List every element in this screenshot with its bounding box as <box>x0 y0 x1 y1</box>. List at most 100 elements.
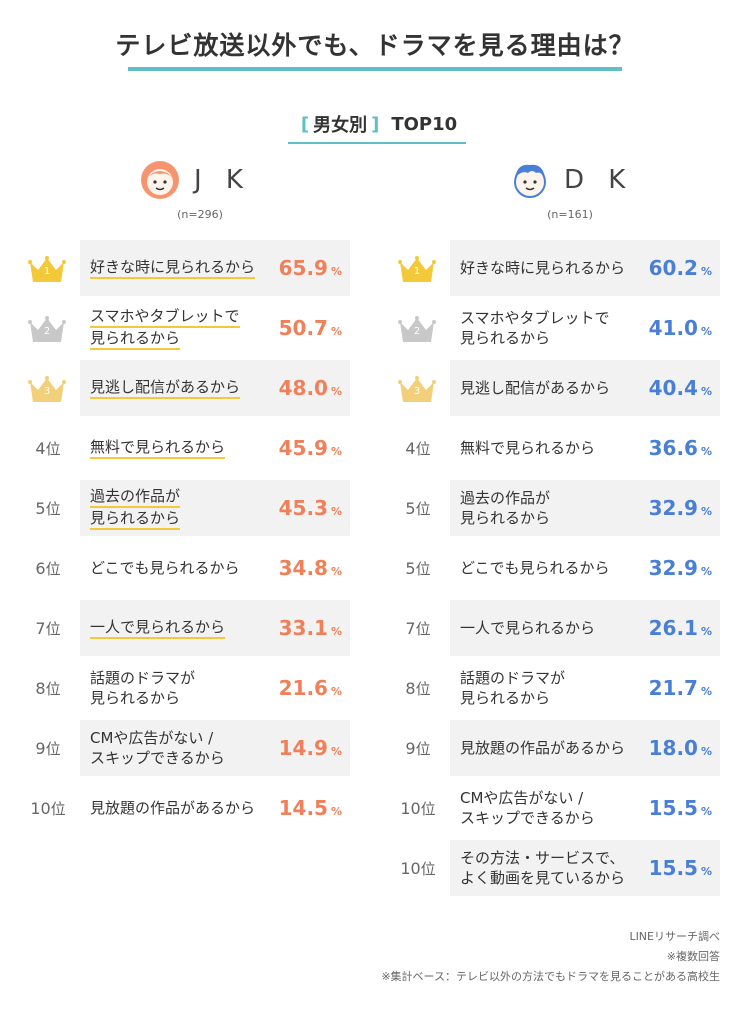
percentage: 45.9% <box>279 420 342 476</box>
jk-header: J K <box>140 160 251 200</box>
ranking-row: 10 位その方法・サービスで、 よく動画を見ているから 15.5% <box>0 840 750 896</box>
reason-label: どこでも見られるから <box>90 540 240 596</box>
reason-card: 無料で見られるから 36.6% <box>450 420 720 476</box>
rank-label: 10 位 <box>398 780 438 836</box>
percent-sign: % <box>700 444 712 458</box>
rank-number: 5 <box>405 558 416 578</box>
ranking-row: 9 位見放題の作品があるから 18.0% <box>0 720 750 776</box>
ranking-row: 7 位 一人で見られるから 26.1% <box>0 600 750 656</box>
ranking-row: 5 位どこでも見られるから 32.9% <box>0 540 750 596</box>
ranking-row: 2 スマホやタブレットで 見られるから 50.7% <box>0 300 750 356</box>
rank-suffix: 位 <box>415 559 431 578</box>
title-underline <box>128 67 622 71</box>
percentage: 34.8% <box>279 540 342 596</box>
rank-number: 8 <box>35 678 46 698</box>
reason-text-line: 無料で見られるから <box>90 437 226 459</box>
rank-number: 5 <box>405 498 416 518</box>
reason-label: 過去の作品が 見られるから <box>460 480 550 536</box>
rank-suffix: 位 <box>45 499 61 518</box>
percentage-value: 32.9 <box>648 556 698 580</box>
reason-card: 無料で見られるから 45.9% <box>80 420 350 476</box>
percentage-value: 50.7 <box>278 316 328 340</box>
reason-text-line: 見逃し配信があるから <box>460 379 611 397</box>
reason-text-line: スマホやタブレットで <box>90 306 240 328</box>
rank-suffix: 位 <box>415 739 431 758</box>
percent-sign: % <box>700 504 712 518</box>
reason-text-line: CMや広告がない / <box>460 789 584 807</box>
rank-number: 9 <box>405 738 416 758</box>
rank-number: 5 <box>35 498 46 518</box>
percent-sign: % <box>700 864 712 878</box>
ranking-row: 6 位どこでも見られるから 34.8% <box>0 540 750 596</box>
reason-card: CMや広告がない / スキップできるから 15.5% <box>450 780 720 836</box>
reason-text-line: 好きな時に見られるから <box>90 257 256 279</box>
reason-text-line: 一人で見られるから <box>90 617 226 639</box>
rank-suffix: 位 <box>415 439 431 458</box>
rank-number: 8 <box>405 678 416 698</box>
percentage: 15.5% <box>649 840 712 896</box>
reason-label: スマホやタブレットで 見られるから <box>90 300 240 356</box>
reason-card: 過去の作品が 見られるから 32.9% <box>450 480 720 536</box>
percentage-value: 45.3 <box>278 496 328 520</box>
reason-label: CMや広告がない / スキップできるから <box>90 720 225 776</box>
reason-card: 話題のドラマが 見られるから 21.7% <box>450 660 720 716</box>
rank-number: 10 <box>400 798 421 818</box>
rank-suffix: 位 <box>415 679 431 698</box>
percentage: 21.7% <box>649 660 712 716</box>
reason-label: 無料で見られるから <box>460 420 595 476</box>
rank-number: 6 <box>35 558 46 578</box>
percentage-value: 32.9 <box>648 496 698 520</box>
reason-card: 過去の作品が 見られるから 45.3% <box>80 480 350 536</box>
rank-suffix: 位 <box>45 679 61 698</box>
rank-number: 2 <box>413 326 421 337</box>
rank-number: 7 <box>35 618 46 638</box>
percentage: 41.0% <box>649 300 712 356</box>
crown-gold-icon: 1 <box>398 256 436 284</box>
percentage: 32.9% <box>649 540 712 596</box>
page-title: テレビ放送以外でも、ドラマを見る理由は？ <box>115 31 635 60</box>
percentage-value: 33.1 <box>278 616 328 640</box>
reason-card: 話題のドラマが 見られるから 21.6% <box>80 660 350 716</box>
source-note: LINEリサーチ調べ <box>629 930 720 943</box>
percent-sign: % <box>330 684 342 698</box>
percent-sign: % <box>700 564 712 578</box>
reason-text-line: スキップできるから <box>460 809 595 827</box>
reason-label: 話題のドラマが 見られるから <box>460 660 565 716</box>
rank-number: 1 <box>43 266 51 277</box>
percent-sign: % <box>700 624 712 638</box>
ranking-row: 10 位 CMや広告がない / スキップできるから 15.5% <box>0 780 750 836</box>
reason-text-line: 一人で見られるから <box>460 619 596 637</box>
reason-card: 好きな時に見られるから 60.2% <box>450 240 720 296</box>
percentage: 26.1% <box>649 600 712 656</box>
percentage: 14.9% <box>279 720 342 776</box>
percentage: 50.7% <box>279 300 342 356</box>
reason-text-line: 話題のドラマが <box>90 669 196 687</box>
ranking-row: 2 スマホやタブレットで 見られるから 41.0% <box>0 300 750 356</box>
percent-sign: % <box>330 324 342 338</box>
rank-suffix: 位 <box>45 559 61 578</box>
crown-silver-icon: 2 <box>28 316 66 344</box>
ranking-row: 10 位見放題の作品があるから 14.5% <box>0 780 750 836</box>
rank-suffix: 位 <box>45 619 61 638</box>
subtitle-top: TOP10 <box>391 113 458 135</box>
reason-text-line: どこでも見られるから <box>460 559 610 577</box>
reason-text-line: 無料で見られるから <box>460 439 596 457</box>
percentage-value: 60.2 <box>648 256 698 280</box>
reason-label: 見逃し配信があるから <box>90 360 241 416</box>
percent-sign: % <box>330 444 342 458</box>
percentage-value: 21.7 <box>648 676 698 700</box>
ranking-row: 7 位 一人で見られるから 33.1% <box>0 600 750 656</box>
reason-card: CMや広告がない / スキップできるから 14.9% <box>80 720 350 776</box>
reason-label: その方法・サービスで、 よく動画を見ているから <box>460 840 625 896</box>
reason-text-line: 見放題の作品があるから <box>460 739 626 757</box>
reason-label: 好きな時に見られるから <box>90 240 256 296</box>
reason-card: 好きな時に見られるから 65.9% <box>80 240 350 296</box>
ranking-row: 4 位無料で見られるから 45.9% <box>0 420 750 476</box>
rank-suffix: 位 <box>420 799 436 818</box>
